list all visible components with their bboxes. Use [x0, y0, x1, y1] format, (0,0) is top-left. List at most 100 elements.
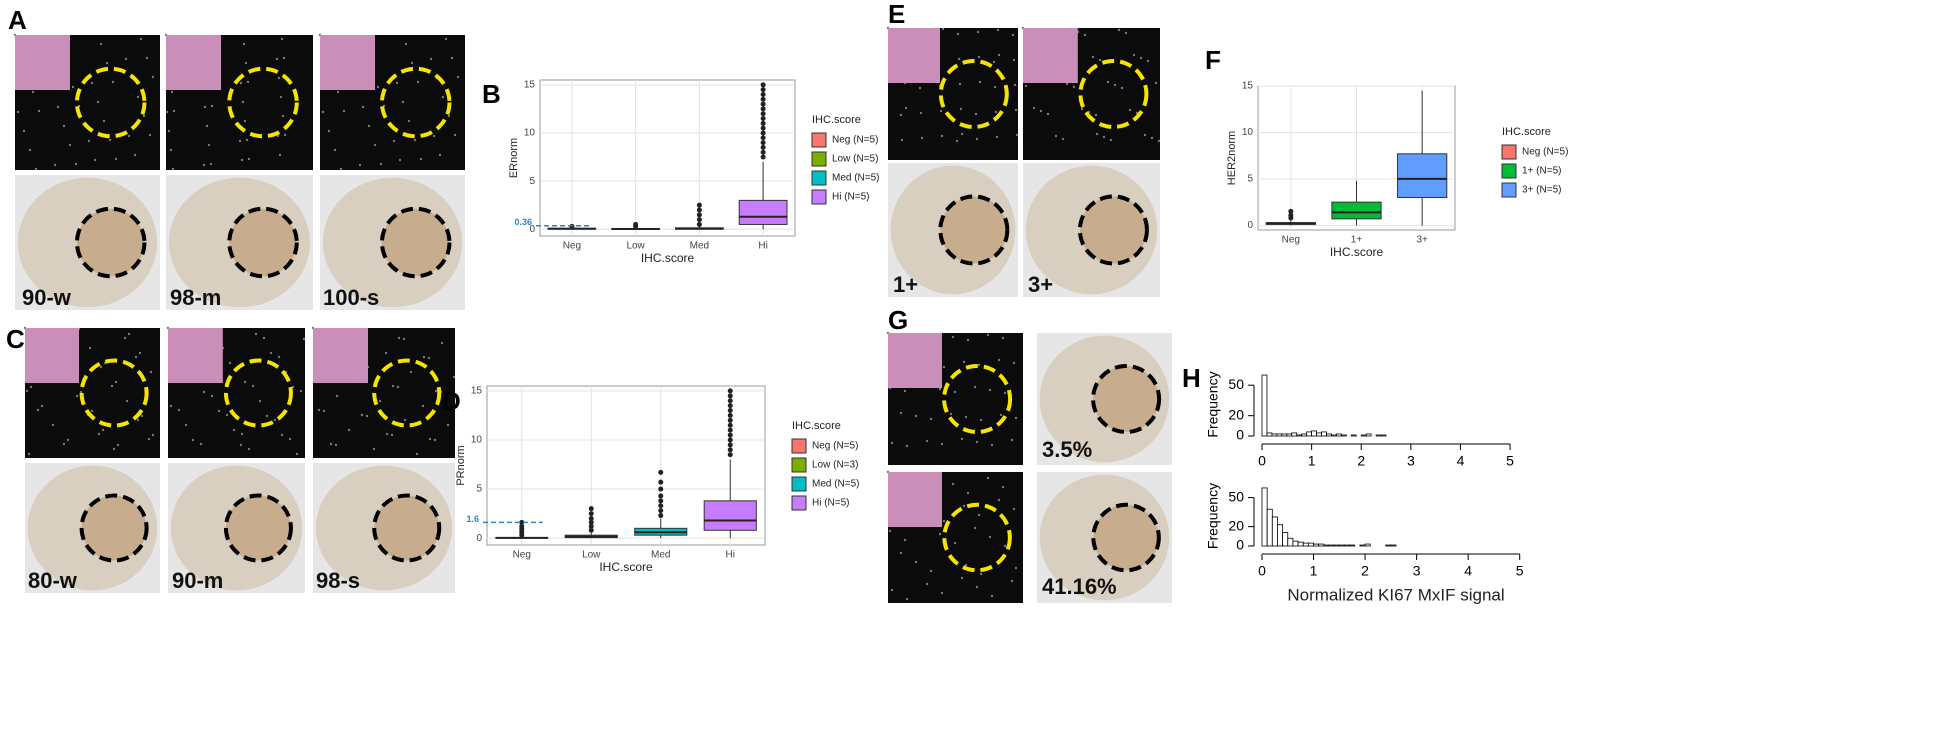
if-speck — [385, 432, 389, 436]
histogram-bar — [1390, 544, 1397, 547]
if-speck — [136, 95, 140, 99]
if-speck — [904, 106, 908, 110]
if-speck — [171, 167, 175, 171]
if-speck — [269, 351, 273, 355]
if-speck — [1010, 579, 1014, 583]
histogram-bar — [1276, 433, 1283, 437]
if-speck — [404, 42, 408, 46]
histogram-bar — [1323, 544, 1330, 547]
if-speck — [288, 437, 292, 441]
if-speck — [953, 390, 957, 394]
if-speck — [367, 124, 371, 128]
if-speck — [979, 418, 983, 422]
if-speck — [421, 404, 425, 408]
legend-label: Neg (N=5) — [812, 441, 858, 452]
x-axis-label: IHC.score — [1330, 245, 1384, 259]
x-tick-label: 4 — [1464, 563, 1472, 579]
if-speck — [957, 57, 961, 61]
if-speck — [148, 133, 152, 137]
histogram-bar — [1326, 433, 1332, 437]
if-speck — [976, 30, 980, 34]
if-speck — [295, 452, 299, 456]
legend-key — [811, 151, 827, 167]
if-speck — [90, 409, 94, 413]
histogram-bar — [1375, 434, 1382, 437]
outlier — [727, 412, 733, 418]
if-speck — [888, 529, 892, 533]
outlier — [519, 519, 525, 525]
outlier — [1288, 208, 1294, 214]
roi-circle — [1091, 502, 1161, 573]
legend-label: Med (N=5) — [832, 173, 880, 184]
if-speck — [265, 414, 269, 418]
he-thumbnail — [888, 28, 940, 83]
x-tick-label: Med — [651, 550, 670, 561]
if-speck — [228, 361, 232, 365]
panel-label: F — [1205, 45, 1221, 75]
if-speck — [240, 158, 244, 162]
roi-circle — [74, 66, 147, 139]
if-speck — [99, 365, 103, 369]
if-speck — [942, 365, 946, 369]
if-speck — [1001, 336, 1005, 340]
outlier — [760, 96, 766, 102]
if-speck — [68, 143, 72, 147]
if-speck — [410, 61, 414, 65]
legend-label: Hi (N=5) — [812, 498, 850, 509]
if-speck — [127, 332, 131, 336]
if-speck — [275, 57, 279, 61]
y-axis-label: HER2norm — [1226, 131, 1238, 185]
if-speck — [905, 444, 909, 448]
if-speck — [1003, 391, 1007, 395]
histogram-bar — [1261, 374, 1268, 437]
if-speck — [1039, 109, 1043, 113]
histogram-bar — [1385, 544, 1392, 547]
if-speck — [986, 476, 990, 480]
if-speck — [1154, 81, 1158, 85]
outlier — [760, 106, 766, 112]
y-tick-label: 0 — [1236, 427, 1244, 443]
if-speck — [142, 114, 146, 118]
outlier — [658, 508, 664, 514]
if-speck — [1150, 136, 1154, 140]
x-tick-label: 2 — [1357, 453, 1365, 469]
image-caption: 3.5% — [1042, 437, 1092, 462]
if-speck — [335, 394, 339, 398]
y-tick-label: 0 — [1247, 220, 1253, 231]
if-speck — [1132, 53, 1136, 57]
legend-key — [791, 476, 807, 492]
if-speck — [1083, 33, 1087, 37]
outlier — [727, 452, 733, 458]
y-tick-label: 10 — [1242, 127, 1254, 138]
outlier — [760, 140, 766, 146]
if-speck — [177, 408, 181, 412]
histogram-bar — [1349, 544, 1356, 547]
roi-circle — [379, 66, 452, 139]
if-speck — [903, 389, 907, 393]
if-speck — [169, 404, 173, 408]
image-caption: 90-w — [22, 285, 72, 310]
if-speck — [37, 109, 41, 113]
x-tick-label: 0 — [1258, 453, 1266, 469]
if-speck — [920, 136, 924, 140]
panel-label: C — [6, 324, 25, 354]
if-speck — [203, 105, 207, 109]
x-tick-label: 1 — [1308, 453, 1316, 469]
if-speck — [232, 428, 236, 432]
if-speck — [959, 107, 963, 111]
if-speck — [378, 399, 382, 403]
histogram-bar — [1350, 434, 1357, 437]
if-speck — [914, 560, 918, 564]
y-axis-label: Frequency — [1205, 371, 1221, 437]
if-speck — [973, 526, 977, 530]
if-speck — [929, 417, 933, 421]
if-speck — [170, 90, 174, 94]
if-speck — [427, 356, 431, 360]
if-speck — [240, 432, 244, 436]
if-speck — [447, 114, 451, 118]
outlier — [727, 432, 733, 438]
if-speck — [434, 389, 438, 393]
roi-circle — [223, 493, 293, 563]
x-tick-label: 5 — [1516, 563, 1524, 579]
if-speck — [973, 385, 977, 389]
